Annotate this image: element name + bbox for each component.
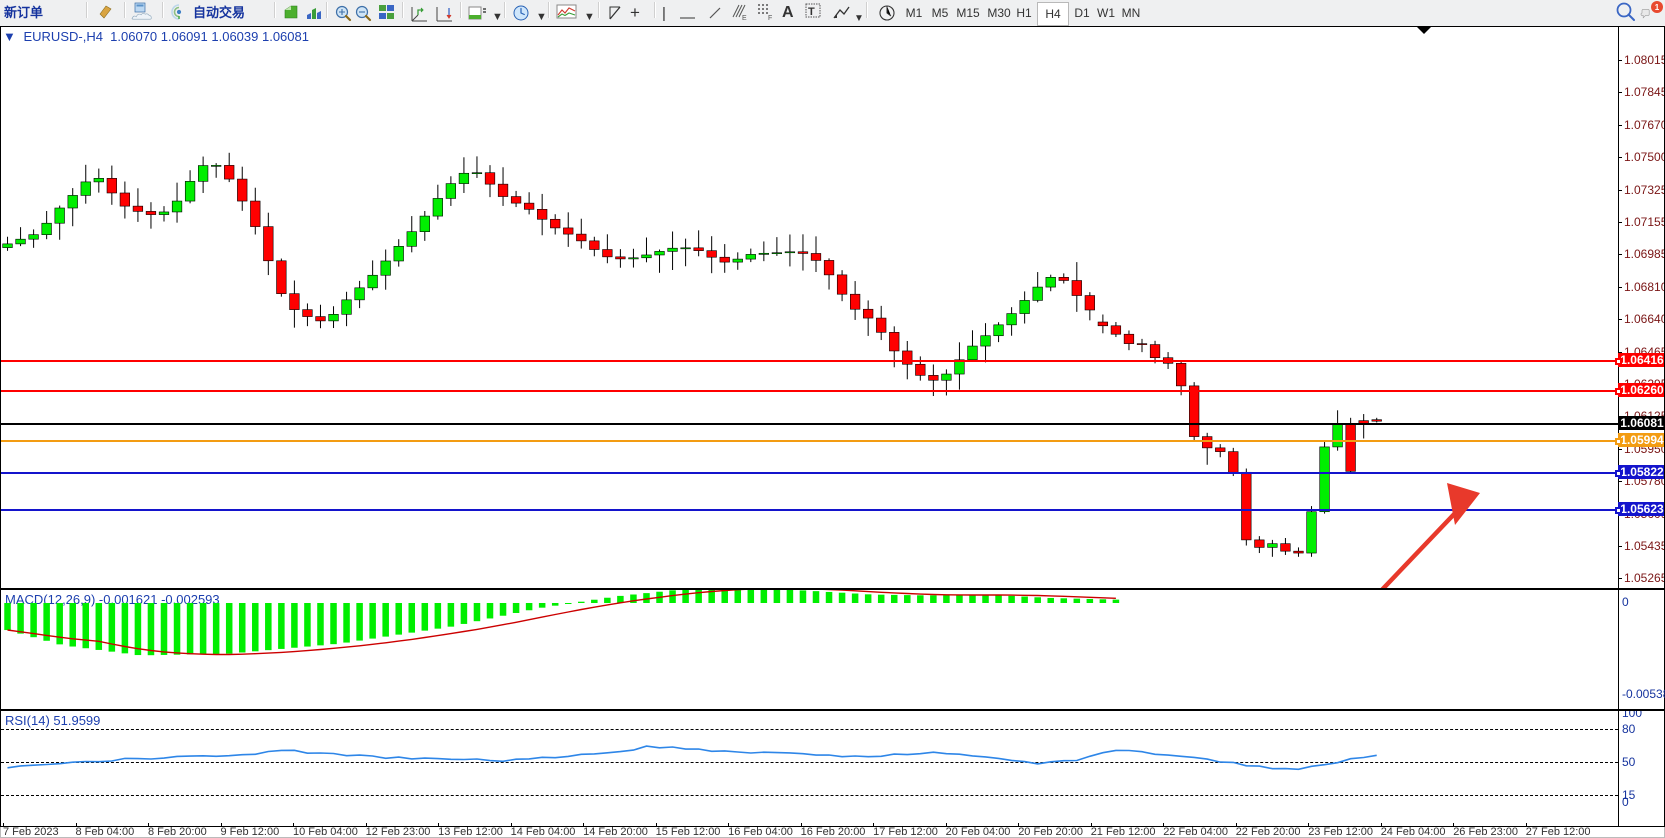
- svg-text:1: 1: [1655, 3, 1660, 12]
- svg-text:T: T: [808, 6, 815, 18]
- svg-text:E: E: [742, 15, 747, 21]
- svg-text:F: F: [768, 15, 772, 21]
